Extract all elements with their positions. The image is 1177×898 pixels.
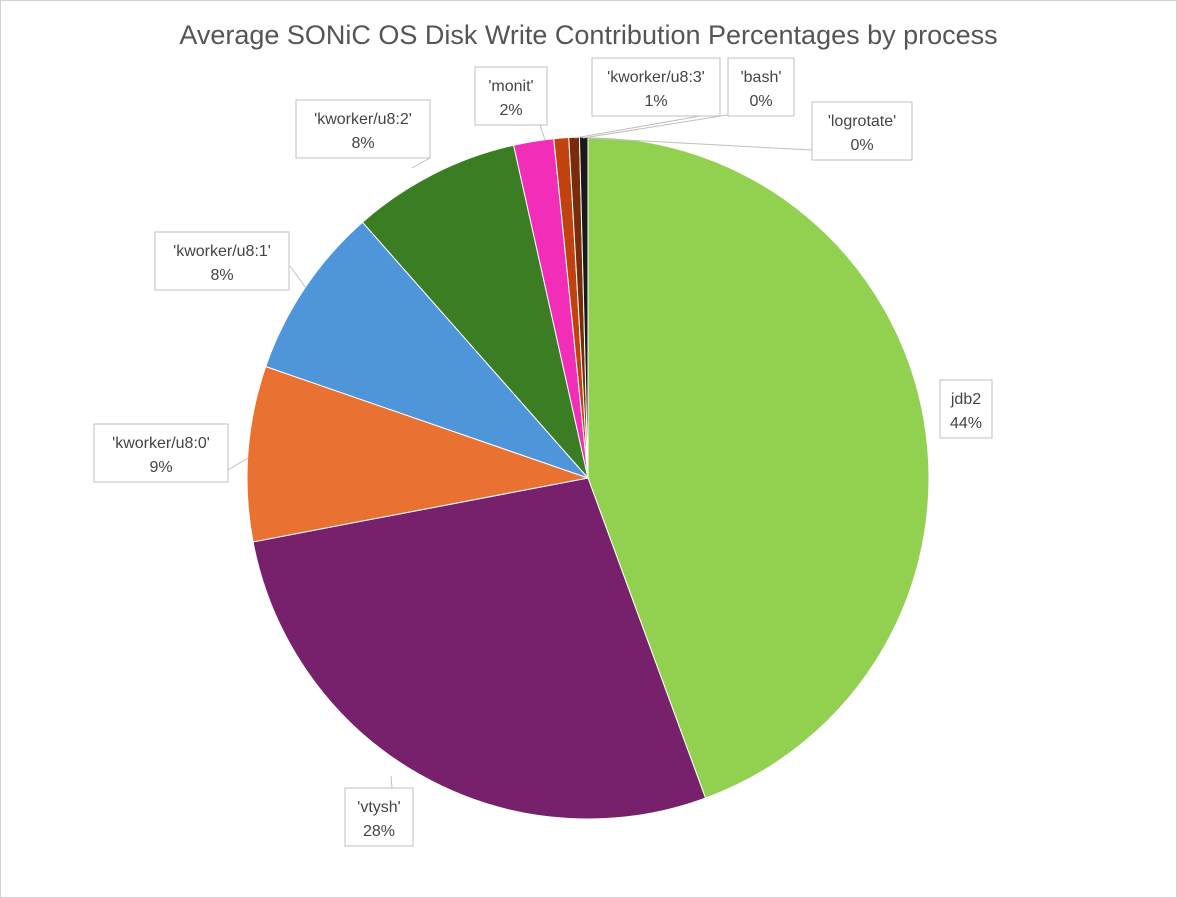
data-label-value: 0% <box>850 137 873 154</box>
data-label: 'monit' 2% <box>474 66 548 126</box>
data-label: 'bash' 0% <box>727 57 795 117</box>
leader-line <box>582 112 741 139</box>
data-label-name: 'kworker/u8:3' <box>607 69 705 86</box>
pie-slice <box>265 221 590 480</box>
leader-line <box>587 137 813 151</box>
data-label-box <box>727 57 795 117</box>
leader-line <box>539 124 546 141</box>
data-label: jdb2 44% <box>939 379 993 439</box>
data-label-box <box>811 101 913 161</box>
data-label-value: 9% <box>149 459 172 476</box>
data-label-name: 'kworker/u8:0' <box>112 435 210 452</box>
data-label: 'kworker/u8:3' 1% <box>591 57 721 117</box>
data-label-value: 2% <box>499 102 522 119</box>
data-label-value: 44% <box>950 415 982 432</box>
leader-line <box>227 457 249 471</box>
data-label-value: 0% <box>749 93 772 110</box>
data-label: 'kworker/u8:1' 8% <box>154 231 290 291</box>
data-label-box <box>344 787 414 847</box>
data-label-name: 'bash' <box>741 69 782 86</box>
data-label-value: 28% <box>363 823 395 840</box>
pie-slice <box>587 136 930 799</box>
data-label-name: 'logrotate' <box>828 113 896 130</box>
data-label-value: 8% <box>210 267 233 284</box>
data-label: 'kworker/u8:2' 8% <box>295 99 431 159</box>
data-label-box <box>154 231 290 291</box>
pie-slice <box>252 477 707 820</box>
data-label-box <box>591 57 721 117</box>
leader-line <box>411 157 431 169</box>
data-label-box <box>93 423 229 483</box>
data-label-name: jdb2 <box>950 391 981 408</box>
data-label: 'logrotate' 0% <box>811 101 913 161</box>
data-label-name: 'monit' <box>488 78 533 95</box>
leader-line <box>390 775 393 789</box>
data-label-value: 8% <box>351 135 374 152</box>
data-label-box <box>474 66 548 126</box>
leader-line <box>574 115 701 139</box>
data-label-name: 'kworker/u8:1' <box>173 243 271 260</box>
data-label: 'vtysh' 28% <box>344 787 414 847</box>
leader-line <box>289 265 307 289</box>
data-label: 'kworker/u8:0' 9% <box>93 423 229 483</box>
data-label-box <box>939 379 993 439</box>
data-label-name: 'vtysh' <box>357 799 400 816</box>
pie-slice <box>246 365 590 543</box>
data-labels: jdb244%'vtysh'28%'kworker/u8:0'9%'kworke… <box>93 57 993 847</box>
data-label-box <box>295 99 431 159</box>
data-label-name: 'kworker/u8:2' <box>314 111 412 128</box>
pie-slice <box>361 144 589 479</box>
chart-title: Average SONiC OS Disk Write Contribution… <box>179 20 998 50</box>
pie-slices <box>246 136 930 820</box>
leader-lines <box>227 112 813 789</box>
data-label-value: 1% <box>644 93 667 110</box>
